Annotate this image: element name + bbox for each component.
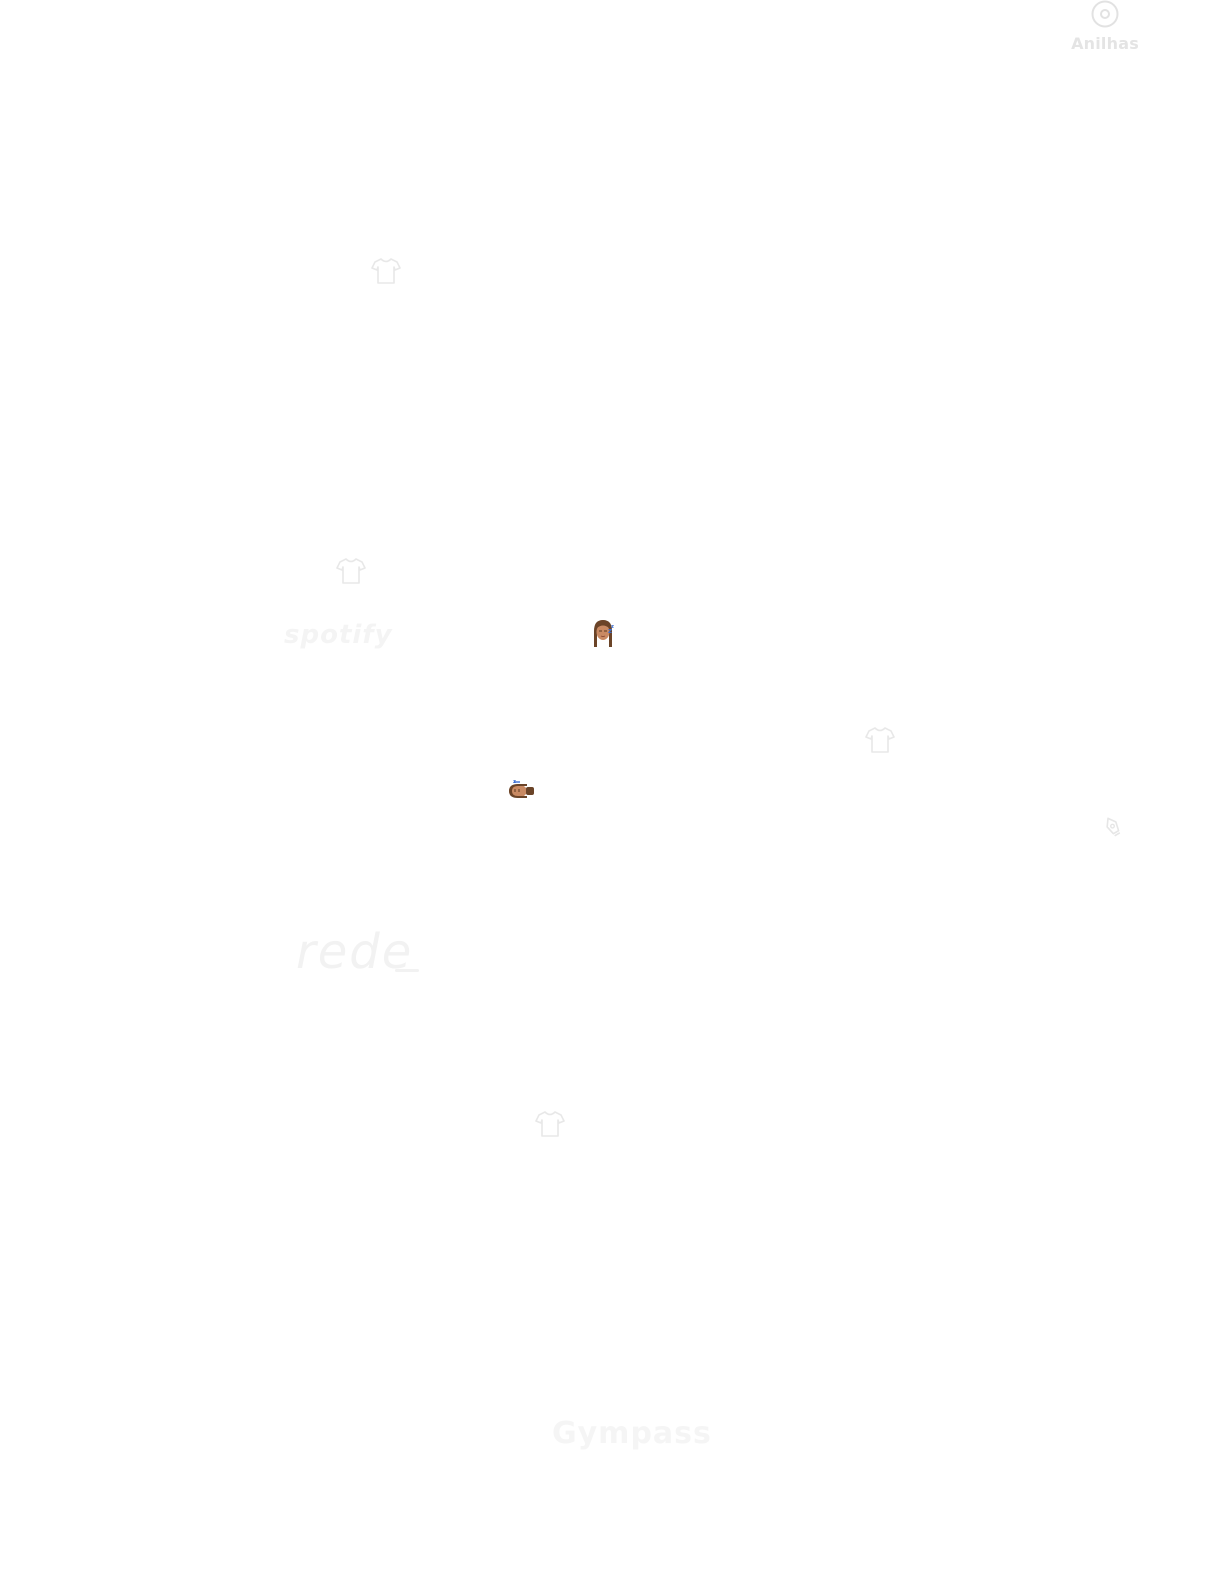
rede-logo: rede	[296, 924, 420, 980]
nav-item-anilhas[interactable]: Anilhas	[1060, 0, 1150, 64]
tshirt-icon	[336, 558, 366, 584]
ring-icon	[1091, 0, 1119, 28]
tshirt-icon	[535, 1111, 565, 1137]
spotify-logo: spotify	[284, 620, 393, 650]
svg-text:z: z	[611, 624, 614, 630]
rede-logo-mark	[395, 969, 420, 972]
svg-text:z: z	[608, 627, 612, 635]
nav-item-anilhas-label: Anilhas	[1071, 34, 1139, 53]
tshirt-icon	[865, 727, 895, 753]
spotify-logo-text: spotify	[284, 620, 393, 650]
gympass-logo-text: Gympass	[552, 1416, 712, 1451]
gympass-logo: Gympass	[552, 1416, 712, 1451]
tshirt-icon	[371, 258, 401, 284]
pen-tool-icon	[1106, 817, 1121, 837]
lying-avatar-icon: z	[509, 779, 534, 798]
sleeping-avatar-icon: z z	[594, 620, 614, 647]
svg-text:z: z	[513, 779, 516, 785]
rede-logo-text: rede	[296, 924, 414, 980]
